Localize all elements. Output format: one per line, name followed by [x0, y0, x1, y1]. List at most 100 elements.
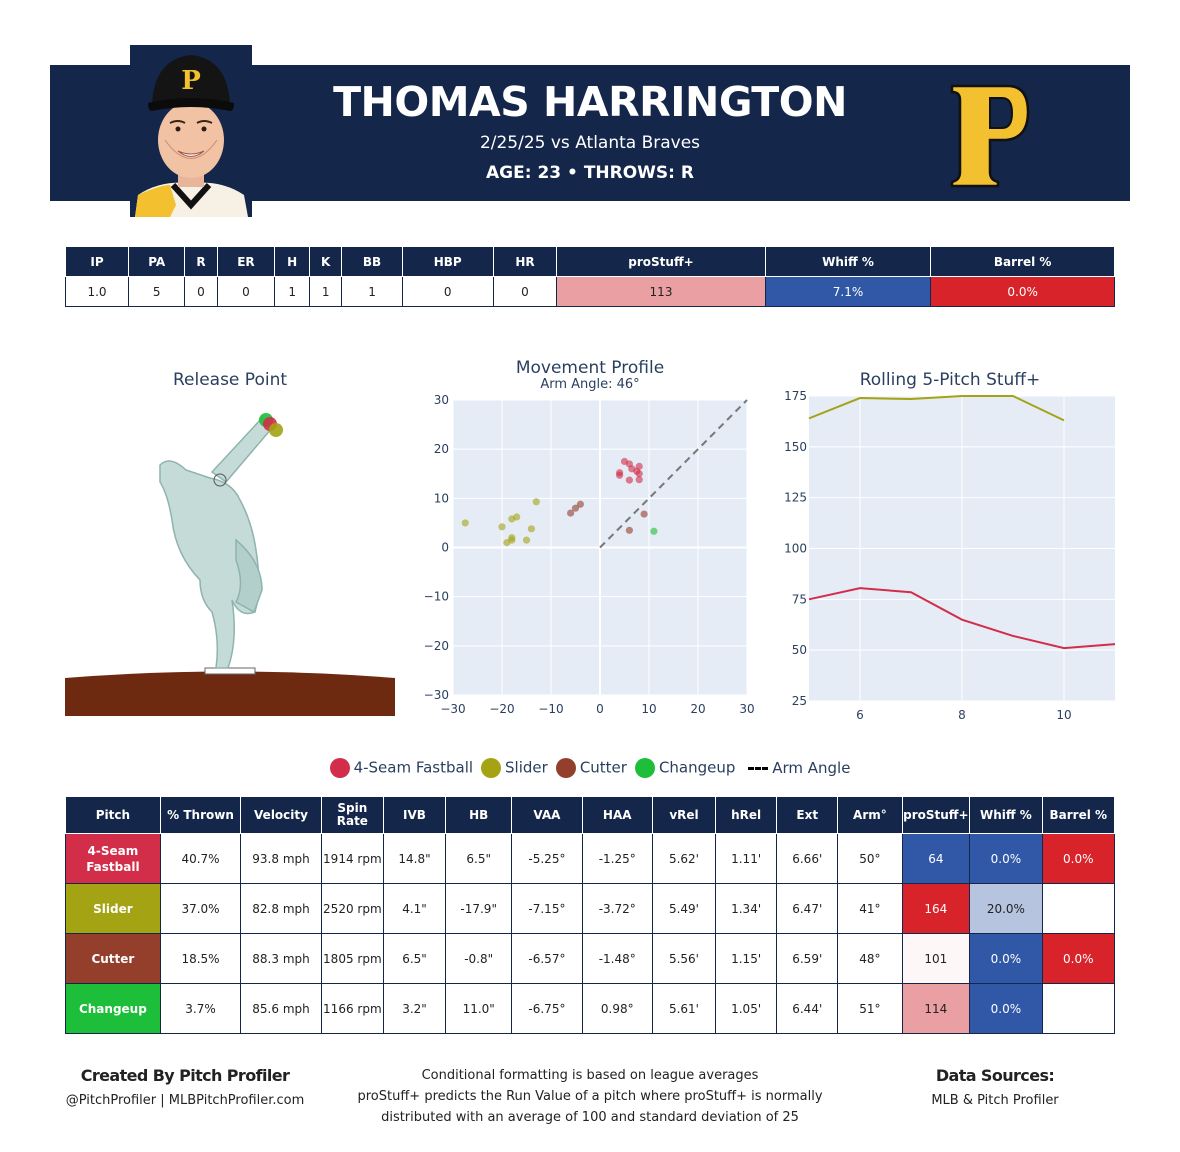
pitch-header-pitch: Pitch — [65, 796, 161, 834]
pitch-metric-cell: 6.5" — [382, 933, 447, 984]
movement-point — [532, 498, 540, 506]
barrel-cell: 0.0% — [1041, 933, 1116, 984]
legend-dot-icon — [555, 758, 576, 778]
y-tick-label: 0 — [441, 541, 449, 555]
pitch-metric-cell: 5.62' — [651, 833, 717, 884]
stat-value-hbp: 0 — [401, 276, 494, 307]
whiff-cell: 0.0% — [969, 983, 1043, 1034]
table-row: 4-Seam Fastball 40.7% 93.8 mph 1914 rpm 14.8… — [65, 833, 1116, 884]
pitch-metric-cell: 1805 rpm — [320, 933, 384, 984]
game-info: 2/25/25 vs Atlanta Braves — [479, 133, 701, 153]
pitch-metric-cell: 6.66' — [776, 833, 839, 884]
stat-value-whiff-: 7.1% — [764, 276, 932, 307]
legend-label: Changeup — [658, 758, 736, 777]
x-tick-label: 20 — [690, 702, 705, 716]
pitch-metric-cell: 5.56' — [651, 933, 717, 984]
player-name: THOMAS HARRINGTON — [333, 78, 847, 126]
stat-header-ip: IP — [65, 246, 129, 277]
arm-angle-subtitle: Arm Angle: 46° — [540, 377, 640, 392]
x-tick-label: 30 — [739, 702, 754, 716]
stat-value-bb: 1 — [341, 276, 403, 307]
movement-chart: −30 −20 −10 0 10 20 30 −30 −20 −10 0 10 20 30 — [424, 393, 755, 716]
stat-value-h: 1 — [274, 276, 310, 307]
pitch-arsenal-table: Pitch% Thrown Velocity Spin Rate IVB HB VAA HA… — [65, 796, 1116, 1034]
footer-credit-sub: @PitchProfiler | MLBPitchProfiler.com — [65, 1093, 305, 1108]
pitch-metric-cell: 50° — [837, 833, 903, 884]
stat-header-pa: PA — [127, 246, 186, 277]
pitch-metric-cell: -3.72° — [581, 883, 653, 934]
pitch-header-arm-: Arm° — [837, 796, 903, 834]
whiff-cell: 20.0% — [969, 883, 1043, 934]
legend-item-arm-angle: Arm Angle — [748, 759, 850, 777]
pitch-header-haa: HAA — [581, 796, 653, 834]
movement-point — [498, 523, 506, 531]
pitch-metric-cell: -1.48° — [581, 933, 653, 984]
movement-point — [650, 527, 658, 535]
pitch-metric-cell: -5.25° — [511, 833, 583, 884]
whiff-cell: 0.0% — [969, 833, 1043, 884]
legend-label: 4-Seam Fastball — [353, 758, 474, 777]
pitch-metric-cell: -1.25° — [581, 833, 653, 884]
x-tick-label: 8 — [958, 708, 966, 720]
pitch-metric-cell: 6.44' — [776, 983, 839, 1034]
x-tick-label: −30 — [440, 702, 465, 716]
release-point-chart — [65, 413, 395, 716]
pitch-metric-cell: 93.8 mph — [240, 833, 322, 884]
stat-value-r: 0 — [184, 276, 218, 307]
y-tick-label: 75 — [792, 592, 807, 606]
pirates-logo — [950, 84, 1030, 188]
movement-point — [508, 536, 516, 544]
footer-note-line: Conditional formatting is based on leagu… — [421, 1068, 759, 1083]
pitch-name-cell: Changeup — [65, 983, 161, 1034]
stat-value-barrel-: 0.0% — [930, 276, 1115, 307]
pitch-metric-cell: -7.15° — [511, 883, 583, 934]
stat-header-r: R — [184, 246, 218, 277]
shoulder-marker — [213, 473, 227, 487]
whiff-cell: 0.0% — [969, 933, 1043, 984]
game-stats-table: IP PA R ER H K BB HBP HR proStuff+ Whiff % Barrel %… — [65, 246, 1115, 307]
movement-point — [625, 526, 633, 534]
pitch-metric-cell: 18.5% — [159, 933, 242, 984]
barrel-cell — [1041, 883, 1116, 934]
barrel-cell: 0.0% — [1041, 833, 1116, 884]
pitcher-silhouette — [159, 416, 274, 669]
y-tick-label: −10 — [424, 590, 449, 604]
pitch-name-cell: Slider — [65, 883, 161, 934]
stat-value-ip: 1.0 — [65, 276, 129, 307]
table-row: Changeup 3.7% 85.6 mph 1166 rpm 3.2" 11.0" -6.… — [65, 983, 1116, 1034]
y-tick-label: 30 — [434, 393, 449, 407]
y-tick-label: 25 — [792, 694, 807, 708]
stat-value-pa: 5 — [127, 276, 186, 307]
release-point-title: Release Point — [172, 370, 288, 390]
stat-header-hr: HR — [492, 246, 558, 277]
movement-title: Movement Profile — [515, 358, 665, 378]
pitching-rubber — [204, 667, 256, 675]
pitch-metric-cell: 3.2" — [382, 983, 447, 1034]
table-row: Slider 37.0% 82.8 mph 2520 rpm 4.1" -17.9" -7.… — [65, 883, 1116, 934]
x-tick-label: 0 — [596, 702, 604, 716]
pitch-metric-cell: 82.8 mph — [240, 883, 322, 934]
footer-note-line: distributed with an average of 100 and s… — [381, 1110, 799, 1125]
legend-label: Cutter — [579, 758, 627, 777]
stat-header-hbp: HBP — [401, 246, 494, 277]
pitch-metric-cell: 0.98° — [581, 983, 653, 1034]
pitch-metric-cell: 2520 rpm — [320, 883, 384, 934]
y-tick-label: 50 — [792, 643, 807, 657]
x-tick-label: 10 — [1056, 708, 1071, 720]
footer-sources-title: Data Sources: — [935, 1066, 1055, 1085]
barrel-cell — [1041, 983, 1116, 1034]
stat-header-h: H — [274, 246, 310, 277]
pitch-header-whiff-: Whiff % — [969, 796, 1043, 834]
movement-point — [571, 504, 580, 512]
pitch-header-velocity: Velocity — [240, 796, 322, 834]
stat-value-hr: 0 — [492, 276, 558, 307]
prostuff-cell: 101 — [901, 933, 971, 984]
movement-point — [625, 476, 633, 484]
movement-point — [640, 510, 648, 518]
pitch-header-barrel-: Barrel % — [1041, 796, 1116, 834]
rolling-line — [808, 395, 1065, 422]
movement-point — [616, 471, 624, 479]
stat-value-k: 1 — [308, 276, 343, 307]
pitch-name-cell: Cutter — [65, 933, 161, 984]
pitch-header-vrel: vRel — [651, 796, 717, 834]
